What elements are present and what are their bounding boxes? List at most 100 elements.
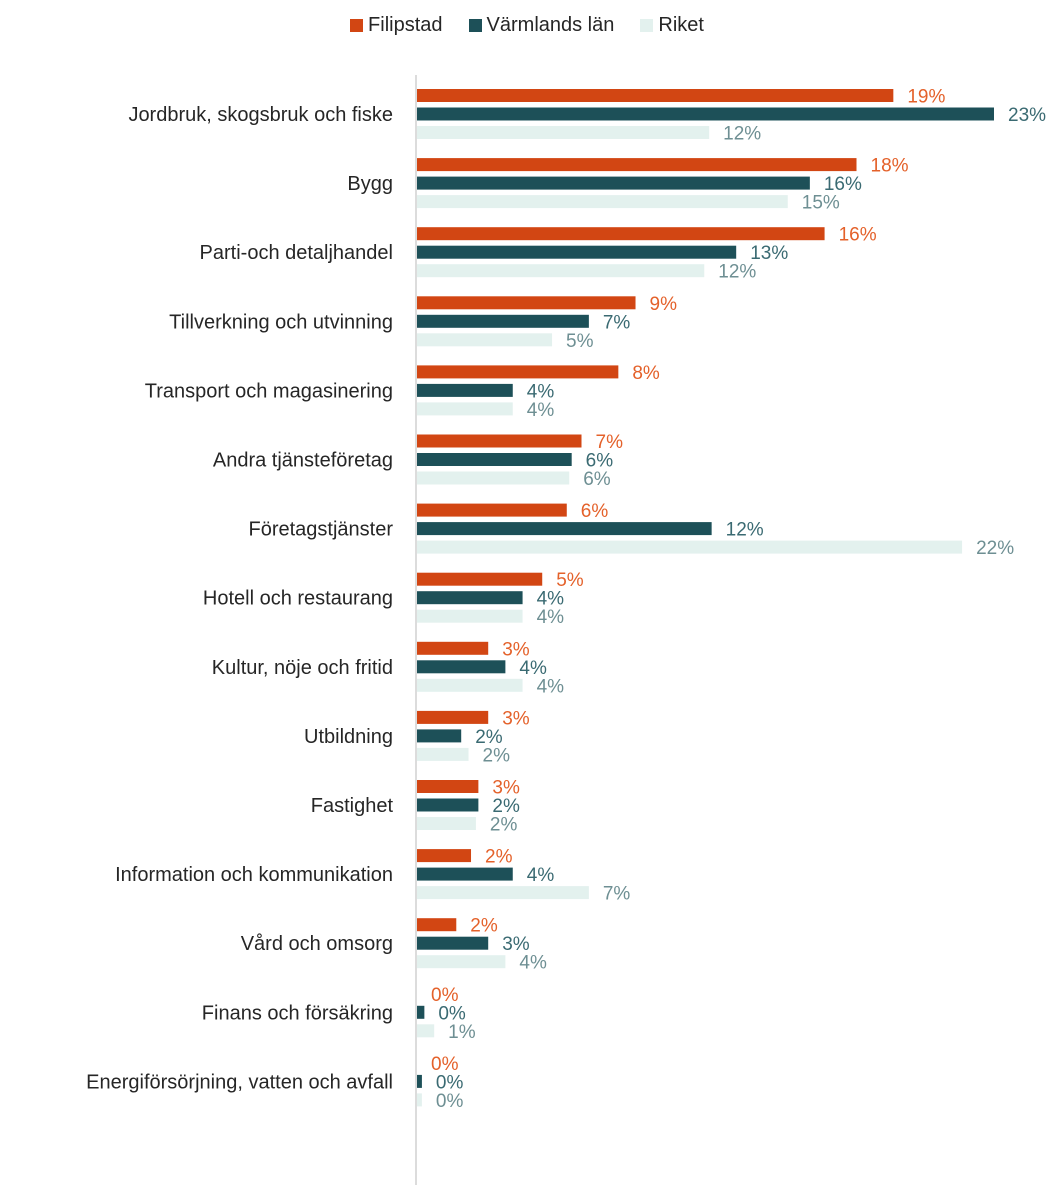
data-label: 12%	[726, 520, 764, 541]
bar-v-rmlands-l-n	[417, 660, 506, 674]
bar-filipstad	[417, 918, 457, 932]
legend-item-riket: Riket	[640, 14, 704, 37]
category-label: Utbildning	[304, 726, 393, 748]
bar-filipstad	[417, 572, 543, 586]
bar-riket	[417, 1024, 435, 1038]
data-label: 18%	[871, 156, 909, 177]
bar-filipstad	[417, 641, 489, 655]
bar-filipstad	[417, 434, 582, 448]
bar-filipstad	[417, 296, 636, 310]
data-label: 23%	[1008, 105, 1046, 126]
data-label: 2%	[490, 815, 518, 836]
data-label: 0%	[431, 1054, 459, 1075]
bar-filipstad	[417, 849, 472, 863]
data-label: 7%	[603, 884, 631, 905]
data-label: 2%	[470, 916, 498, 937]
data-label: 3%	[502, 639, 530, 660]
bar-filipstad	[417, 365, 619, 379]
bar-v-rmlands-l-n	[417, 383, 513, 397]
bar-riket	[417, 609, 523, 623]
data-label: 15%	[802, 193, 840, 214]
category-label: Information och kommunikation	[115, 864, 393, 886]
legend-swatch-varmlands-lan	[468, 19, 482, 32]
bar-v-rmlands-l-n	[417, 314, 589, 328]
data-label: 0%	[438, 1003, 466, 1024]
legend-swatch-filipstad	[350, 19, 364, 32]
bar-riket	[417, 817, 476, 830]
bar-v-rmlands-l-n	[417, 591, 523, 605]
bar-filipstad	[417, 89, 894, 102]
bar-riket	[417, 126, 710, 139]
category-label: Andra tjänsteföretag	[213, 450, 393, 472]
category-label: Tillverkning och utvinning	[169, 311, 393, 333]
data-label: 6%	[586, 451, 614, 472]
category-label: Fastighet	[311, 795, 394, 817]
category-label: Bygg	[347, 173, 393, 195]
bar-v-rmlands-l-n	[417, 798, 479, 812]
bar-riket	[417, 747, 469, 761]
legend-label-varmlands-lan: Värmlands län	[486, 14, 615, 36]
data-label: 5%	[556, 570, 584, 591]
data-label: 12%	[723, 124, 761, 145]
category-label: Finans och försäkring	[202, 1002, 393, 1024]
bar-v-rmlands-l-n	[417, 107, 994, 121]
bar-riket	[417, 955, 506, 969]
category-label: Energiförsörjning, vatten och avfall	[86, 1071, 393, 1093]
bar-filipstad	[417, 227, 825, 241]
bar-v-rmlands-l-n	[417, 867, 513, 881]
data-label: 6%	[583, 469, 611, 490]
data-label: 4%	[537, 607, 565, 628]
data-label: 1%	[448, 1022, 476, 1043]
bar-riket	[417, 540, 963, 554]
category-label: Kultur, nöje och fritid	[212, 657, 393, 679]
data-label: 19%	[907, 87, 945, 108]
data-label: 7%	[596, 432, 624, 453]
data-label: 3%	[502, 708, 530, 729]
data-label: 4%	[527, 400, 555, 421]
data-label: 8%	[632, 363, 660, 384]
data-label: 6%	[581, 501, 609, 522]
bar-v-rmlands-l-n	[417, 729, 462, 743]
bar-filipstad	[417, 710, 489, 724]
bar-v-rmlands-l-n	[417, 245, 737, 259]
bar-filipstad	[417, 780, 479, 793]
category-label: Hotell och restaurang	[203, 588, 393, 610]
category-label: Jordbruk, skogsbruk och fiske	[128, 104, 393, 126]
category-label: Vård och omsorg	[241, 933, 393, 955]
bar-filipstad	[417, 503, 567, 517]
chart-legend: Filipstad Värmlands län Riket	[0, 14, 1054, 37]
data-label: 3%	[492, 778, 520, 799]
category-label: Transport och magasinering	[145, 380, 393, 402]
data-label: 22%	[976, 538, 1014, 559]
data-label: 2%	[485, 847, 513, 868]
data-label: 16%	[839, 225, 877, 246]
bar-filipstad	[417, 158, 857, 172]
data-label: 4%	[527, 865, 555, 886]
data-label: 0%	[436, 1091, 464, 1112]
data-label: 4%	[519, 658, 547, 679]
legend-item-varmlands-lan: Värmlands län	[468, 14, 615, 37]
bar-riket	[417, 678, 523, 692]
data-label: 12%	[718, 262, 756, 283]
bar-v-rmlands-l-n	[417, 1074, 422, 1088]
category-label: Parti-och detaljhandel	[200, 242, 393, 264]
data-label: 4%	[537, 589, 565, 610]
bar-riket	[417, 1093, 422, 1107]
data-label: 2%	[483, 745, 511, 766]
data-label: 0%	[436, 1072, 464, 1093]
data-label: 0%	[431, 985, 459, 1006]
data-label: 2%	[475, 727, 503, 748]
bar-riket	[417, 471, 570, 485]
bar-riket	[417, 402, 513, 416]
bar-v-rmlands-l-n	[417, 453, 572, 466]
bar-riket	[417, 264, 705, 278]
data-label: 9%	[650, 294, 678, 315]
bar-riket	[417, 886, 589, 900]
data-label: 7%	[603, 312, 631, 333]
legend-swatch-riket	[640, 19, 654, 32]
bar-v-rmlands-l-n	[417, 176, 810, 190]
data-label: 5%	[566, 331, 594, 352]
data-label: 4%	[537, 676, 565, 697]
bar-riket	[417, 195, 788, 209]
